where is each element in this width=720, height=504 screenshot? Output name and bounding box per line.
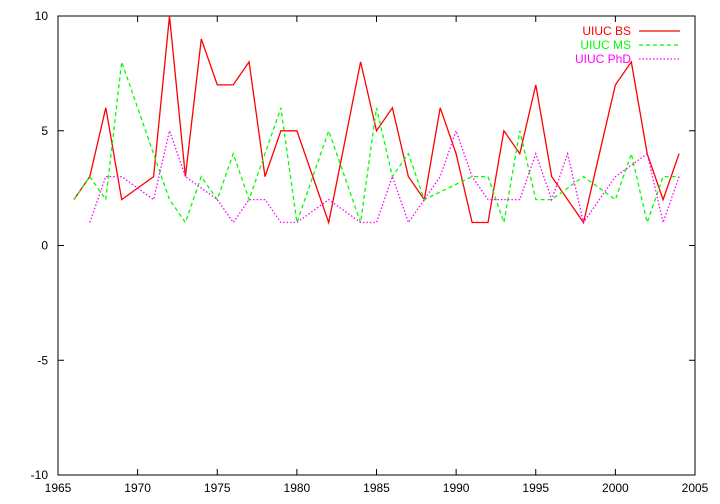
axis-ticks (57, 15, 696, 476)
x-tick-label: 2000 (602, 481, 629, 495)
x-tick-label: 1985 (363, 481, 390, 495)
plot-frame (57, 15, 696, 476)
x-tick-label: 1980 (284, 481, 311, 495)
y-tick-label: -10 (31, 468, 49, 482)
x-tick-label: 1965 (45, 481, 72, 495)
legend-label-1: UIUC MS (580, 38, 631, 52)
series-line-2 (89, 128, 680, 225)
x-tick-label: 1975 (204, 481, 231, 495)
series-line-0 (73, 15, 680, 225)
x-tick-label: 1990 (443, 481, 470, 495)
legend-label-2: UIUC PhD (575, 52, 631, 66)
series-line-1 (73, 61, 680, 225)
x-tick-label: 1970 (124, 481, 151, 495)
y-tick-label: -5 (37, 353, 48, 367)
legend-label-0: UIUC BS (582, 24, 631, 38)
y-tick-label: 0 (41, 239, 48, 253)
x-tick-label: 1995 (522, 481, 549, 495)
y-tick-label: 10 (35, 9, 49, 23)
x-tick-label: 2005 (682, 481, 709, 495)
y-tick-label: 5 (41, 124, 48, 138)
tick-labels: 1965 1970 1975 1980 1985 1990 1995 2000 2005 -10 -… (31, 9, 709, 495)
series-lines (73, 15, 680, 225)
